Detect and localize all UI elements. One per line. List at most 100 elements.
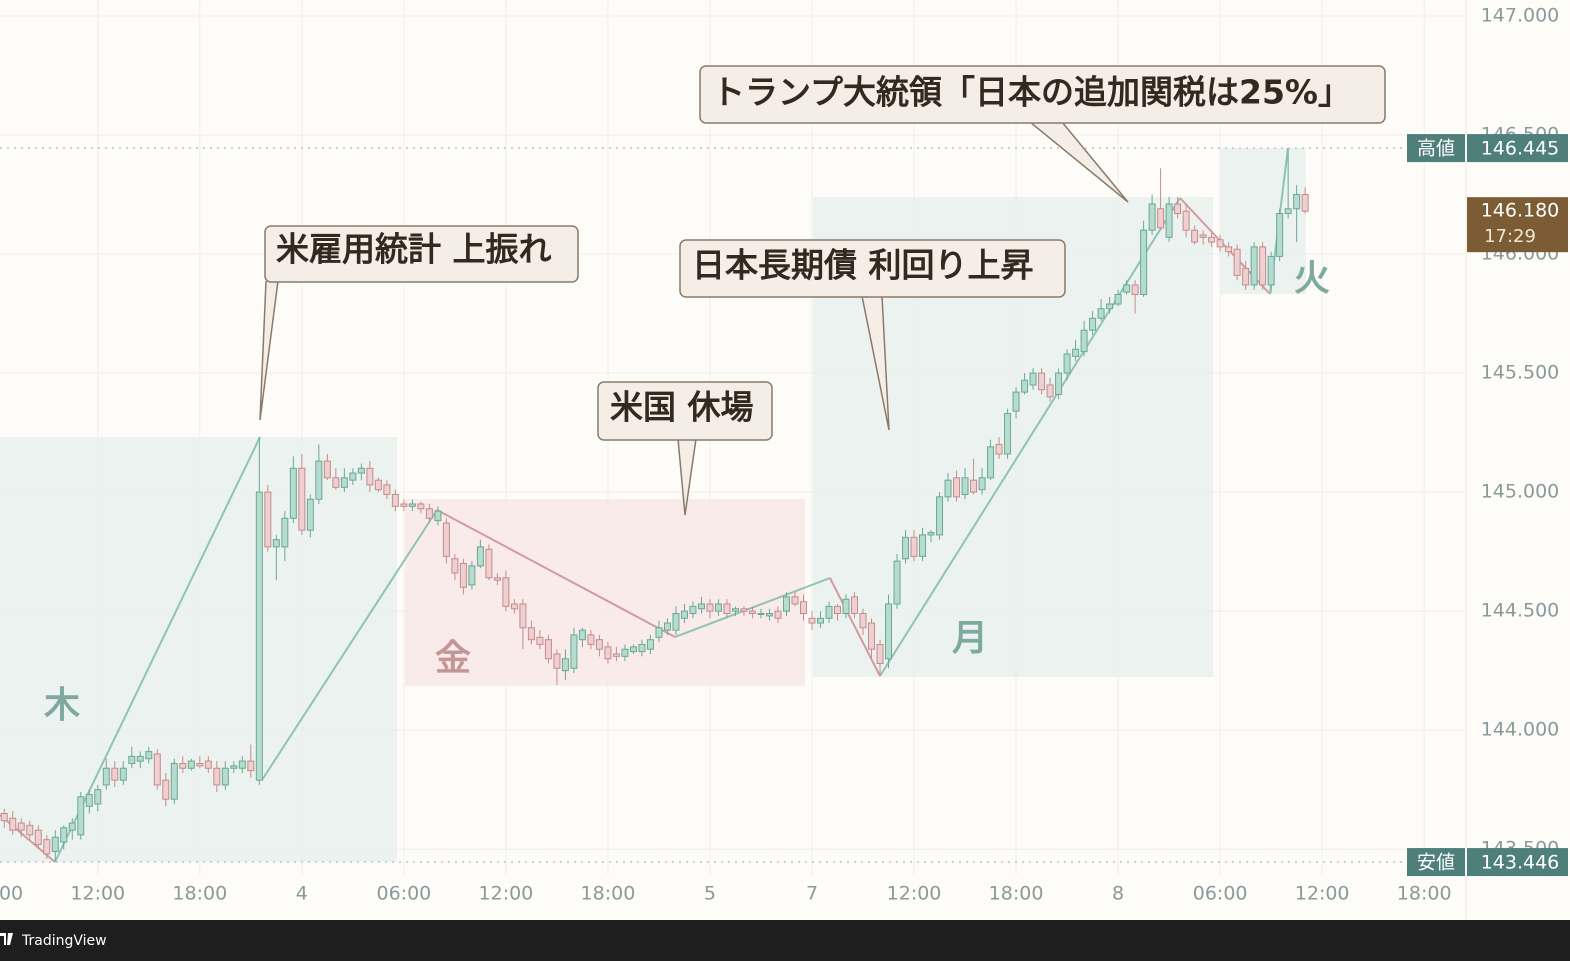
callout-box: [597, 381, 773, 441]
candle-body: [485, 548, 493, 579]
candle-body: [953, 477, 961, 498]
low-name: 安値: [1417, 852, 1455, 874]
candle-body: [1182, 210, 1190, 231]
y-tick-label: 145.000: [1481, 481, 1560, 503]
candle-body: [213, 767, 221, 786]
countdown: 17:29: [1484, 226, 1536, 247]
candle-body: [893, 560, 901, 605]
candle-body: [238, 760, 246, 769]
candle-body: [910, 536, 918, 557]
callout-text: 日本長期債 利回り上昇: [692, 246, 1034, 285]
high-value: 146.445: [1481, 138, 1560, 160]
zigzag-down: [829, 577, 881, 677]
candle-body: [1063, 353, 1071, 374]
candle-body: [731, 608, 739, 612]
y-tick-label: 144.000: [1481, 719, 1560, 741]
candle-body: [493, 577, 501, 581]
callout-tail: [259, 280, 279, 421]
candle-body: [102, 767, 110, 786]
high-value-box: [1467, 134, 1568, 163]
candle-body: [26, 824, 34, 836]
candle-body: [919, 534, 927, 557]
low-value-box: [1467, 848, 1568, 877]
candle-body: [638, 643, 646, 653]
candle-body: [799, 601, 807, 615]
low-value: 143.446: [1481, 852, 1560, 874]
candle-body: [604, 646, 612, 660]
candle-body: [944, 479, 952, 498]
x-tick-label: 06:00: [0, 883, 23, 905]
candle-body: [306, 498, 314, 531]
candle-body: [1293, 194, 1301, 210]
candle-body: [995, 443, 1003, 455]
candle-body: [646, 639, 654, 650]
candle-body: [17, 822, 25, 831]
candle-body: [111, 767, 119, 781]
high-name: 高値: [1417, 138, 1455, 160]
candle-body: [0, 812, 8, 822]
candle-body: [315, 460, 323, 500]
candle-body: [264, 491, 272, 548]
candle-body: [247, 760, 255, 772]
candle-body: [774, 610, 782, 619]
candle-body: [1106, 303, 1114, 310]
candle-body: [902, 536, 910, 560]
logo: [0, 933, 13, 945]
candle-body: [1259, 246, 1267, 286]
candle-body: [1012, 391, 1020, 412]
candle-body: [298, 467, 306, 531]
candle-body: [349, 472, 357, 481]
candle-body: [714, 603, 722, 612]
candle-body: [476, 546, 484, 567]
candle-body: [187, 760, 195, 769]
candle-body: [765, 613, 773, 617]
candle-body: [221, 767, 229, 786]
candle-body: [868, 622, 876, 650]
candle-body: [1097, 308, 1105, 319]
candle-body: [417, 503, 425, 510]
candle-body: [1250, 246, 1258, 286]
candle-body: [119, 767, 127, 781]
candle-body: [459, 563, 467, 588]
candle-body: [425, 508, 433, 519]
candle-body: [544, 639, 552, 660]
zigzag-up: [879, 197, 1181, 677]
candle-body: [145, 751, 153, 760]
candle-body: [366, 467, 374, 486]
zigzag-up: [261, 509, 438, 781]
candle-body: [740, 608, 748, 612]
zigzag-down: [436, 509, 676, 638]
candle-body: [255, 491, 263, 781]
candle-body: [1080, 329, 1088, 353]
last-price: 146.180: [1481, 200, 1560, 222]
candle-body: [621, 648, 629, 657]
candles: [0, 148, 1309, 863]
callout-box: [679, 239, 1066, 298]
high-name-box: [1407, 134, 1465, 163]
candle-body: [502, 577, 510, 607]
candle-body: [1046, 384, 1054, 398]
x-tick-label: 18:00: [1397, 883, 1452, 905]
candle-body: [527, 627, 535, 641]
candle-body: [842, 598, 850, 615]
candle-body: [1029, 372, 1037, 386]
candle-body: [680, 610, 688, 619]
candle-body: [1131, 284, 1139, 295]
candle-body: [1267, 255, 1275, 286]
candle-body: [153, 753, 161, 786]
candle-body: [808, 617, 816, 624]
candle-body: [68, 822, 76, 831]
candle-body: [340, 477, 348, 488]
callout-text: 米国 休場: [610, 388, 754, 427]
callout-box: [264, 225, 579, 283]
candle-body: [970, 479, 978, 493]
candle-body: [9, 817, 17, 831]
day-label: 金: [435, 638, 471, 679]
candle-body: [434, 510, 442, 522]
candle-body: [748, 610, 756, 615]
candle-body: [136, 755, 144, 762]
candle-body: [936, 496, 944, 536]
day-label: 火: [1294, 258, 1330, 299]
low-name-box: [1407, 848, 1465, 877]
x-tick-label: 8: [1112, 883, 1124, 905]
